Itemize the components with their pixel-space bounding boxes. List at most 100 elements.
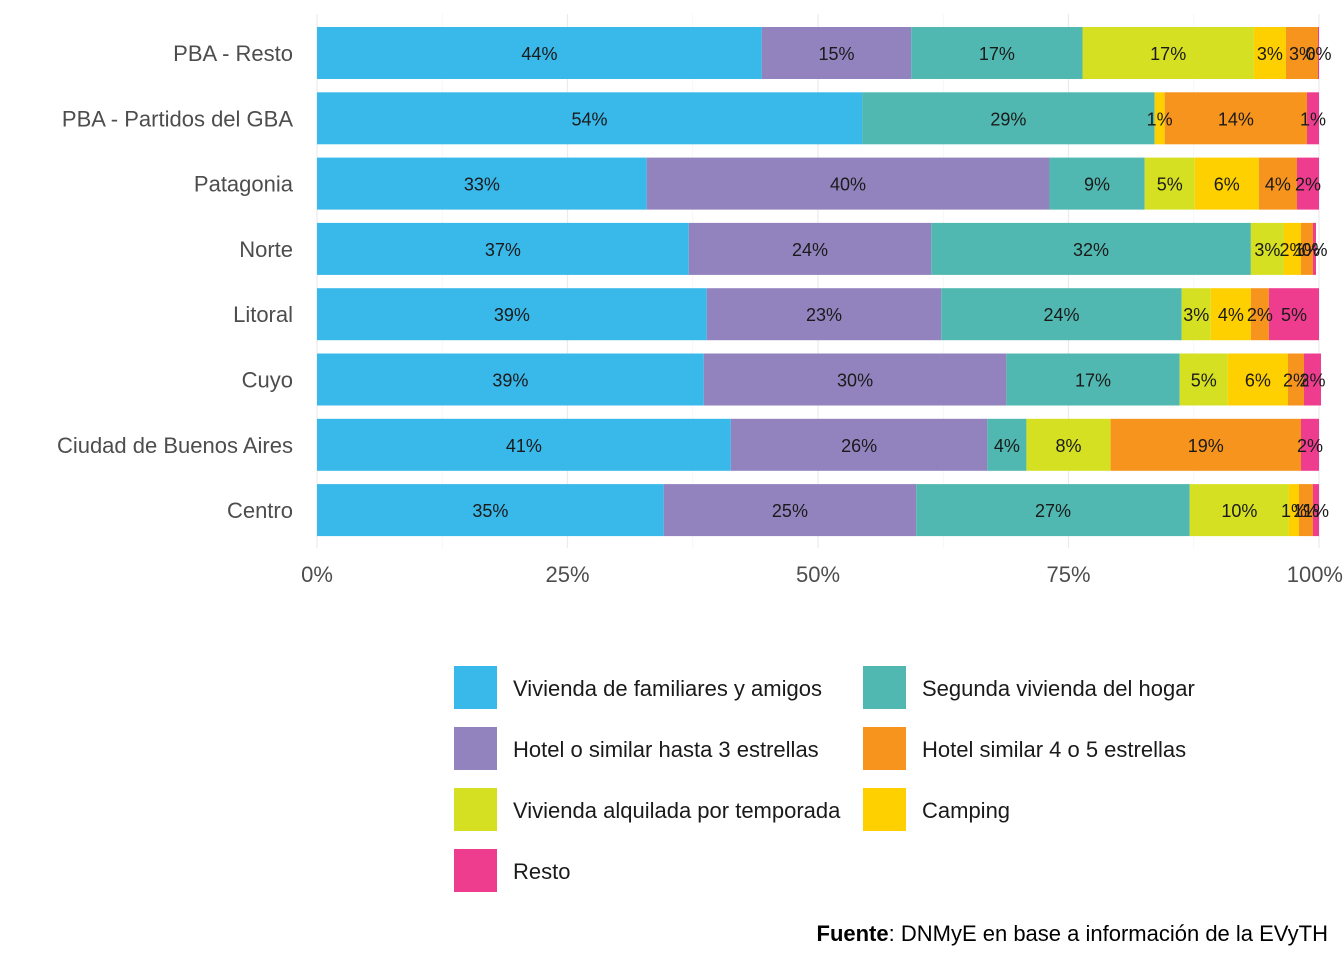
bar-vivienda-de-familiares-y-amigos-norte: [317, 222, 689, 275]
x-tick-label: 75%: [1046, 562, 1090, 587]
legend-label-camping: Camping: [922, 798, 1010, 823]
bar-camping-pba-partidos-del-gba: [1154, 92, 1165, 145]
x-tick-label: 100%: [1287, 562, 1343, 587]
value-label: 6%: [1245, 371, 1271, 391]
bar-vivienda-de-familiares-y-amigos-ciudad-de-buenos-aires: [317, 418, 731, 471]
legend-label-resto: Resto: [513, 859, 570, 884]
bar-resto-patagonia: [1296, 157, 1319, 210]
bar-resto-ciudad-de-buenos-aires: [1300, 418, 1319, 471]
value-label: 9%: [1084, 175, 1110, 195]
bar-hotel-similar-4-o-5-estrellas-patagonia: [1258, 157, 1297, 210]
x-axis-tick-labels: 0% 25% 50% 75% 100%: [301, 562, 1343, 587]
value-label: 30%: [837, 371, 873, 391]
value-label: 2%: [1297, 436, 1323, 456]
legend-swatch-segunda-vivienda-del-hogar: [863, 666, 906, 709]
bar-hotel-o-similar-hasta-3-estrellas-centro: [663, 484, 917, 537]
bar-segunda-vivienda-del-hogar-patagonia: [1049, 157, 1145, 210]
value-label: 5%: [1157, 175, 1183, 195]
value-label: 33%: [464, 175, 500, 195]
source-text: : DNMyE en base a información de la EVyT…: [889, 921, 1328, 946]
value-label: 27%: [1035, 501, 1071, 521]
category-label-patagonia: Patagonia: [194, 172, 294, 197]
bar-segunda-vivienda-del-hogar-centro: [916, 484, 1190, 537]
legend-swatch-hotel-similar-4-o-5-estrellas: [863, 727, 906, 770]
value-label: 39%: [492, 371, 528, 391]
legend-label-hotel-o-similar-hasta-3-estrellas: Hotel o similar hasta 3 estrellas: [513, 737, 819, 762]
bar-vivienda-alquilada-por-temporada-ciudad-de-buenos-aires: [1026, 418, 1111, 471]
bar-vivienda-alquilada-por-temporada-centro: [1189, 484, 1289, 537]
bar-camping-pba-resto: [1253, 27, 1286, 79]
legend-label-vivienda-de-familiares-y-amigos: Vivienda de familiares y amigos: [513, 676, 822, 701]
bar-vivienda-de-familiares-y-amigos-patagonia: [317, 157, 647, 210]
bar-resto-cuyo: [1303, 353, 1322, 406]
bar-resto-norte: [1312, 222, 1316, 275]
bar-resto-pba-resto: [1317, 27, 1319, 79]
value-label: 3%: [1183, 305, 1209, 325]
bar-vivienda-de-familiares-y-amigos-litoral: [317, 288, 707, 341]
value-label: 2%: [1299, 371, 1325, 391]
value-label: 44%: [521, 44, 557, 64]
value-label: 19%: [1188, 436, 1224, 456]
value-label: 17%: [1075, 371, 1111, 391]
category-label-cuyo: Cuyo: [242, 368, 293, 393]
bar-hotel-o-similar-hasta-3-estrellas-ciudad-de-buenos-aires: [730, 418, 988, 471]
value-label: 24%: [792, 240, 828, 260]
bar-resto-centro: [1312, 484, 1319, 537]
bar-vivienda-alquilada-por-temporada-litoral: [1181, 288, 1211, 341]
bar-hotel-o-similar-hasta-3-estrellas-litoral: [706, 288, 942, 341]
bar-resto-litoral: [1268, 288, 1319, 341]
legend-label-hotel-similar-4-o-5-estrellas: Hotel similar 4 o 5 estrellas: [922, 737, 1186, 762]
value-label: 40%: [830, 175, 866, 195]
value-label: 2%: [1295, 175, 1321, 195]
bar-hotel-similar-4-o-5-estrellas-ciudad-de-buenos-aires: [1110, 418, 1301, 471]
value-label: 35%: [472, 501, 508, 521]
bar-vivienda-de-familiares-y-amigos-centro: [317, 484, 664, 537]
value-label: 1%: [1293, 501, 1319, 521]
value-label: 2%: [1279, 240, 1305, 260]
bar-vivienda-de-familiares-y-amigos-cuyo: [317, 353, 704, 406]
legend-swatch-camping: [863, 788, 906, 831]
bar-segunda-vivienda-del-hogar-litoral: [941, 288, 1182, 341]
bar-vivienda-alquilada-por-temporada-norte: [1250, 222, 1284, 275]
x-tick-label: 50%: [796, 562, 840, 587]
bar-camping-litoral: [1210, 288, 1251, 341]
value-label: 37%: [485, 240, 521, 260]
value-label: 4%: [1218, 305, 1244, 325]
value-label: 41%: [506, 436, 542, 456]
value-label: 10%: [1221, 501, 1257, 521]
value-label: 23%: [806, 305, 842, 325]
legend-swatch-vivienda-alquilada-por-temporada: [454, 788, 497, 831]
category-label-norte: Norte: [239, 237, 293, 262]
legend-swatch-vivienda-de-familiares-y-amigos: [454, 666, 497, 709]
bar-hotel-similar-4-o-5-estrellas-pba-resto: [1285, 27, 1318, 79]
category-label-litoral: Litoral: [233, 302, 293, 327]
bar-vivienda-alquilada-por-temporada-pba-resto: [1082, 27, 1254, 79]
value-labels: 44% 15% 17% 17% 3% 3%0%54% 29% 1% 14% 1%33% 40% 9% 5…: [464, 44, 1332, 521]
value-label: 25%: [772, 501, 808, 521]
value-label: 4%: [994, 436, 1020, 456]
category-label-centro: Centro: [227, 498, 293, 523]
bar-segunda-vivienda-del-hogar-pba-resto: [911, 27, 1083, 79]
value-label: 39%: [494, 305, 530, 325]
value-label: 0%: [1301, 240, 1327, 260]
value-label: 32%: [1073, 240, 1109, 260]
value-label: 15%: [819, 44, 855, 64]
value-label: 2%: [1247, 305, 1273, 325]
value-label: 1%: [1294, 240, 1320, 260]
bar-camping-patagonia: [1194, 157, 1259, 210]
value-label: 17%: [1150, 44, 1186, 64]
value-label: 54%: [572, 109, 608, 129]
source-note: Fuente: DNMyE en base a información de l…: [817, 921, 1329, 946]
value-label: 5%: [1281, 305, 1307, 325]
bar-vivienda-de-familiares-y-amigos-pba-resto: [317, 27, 762, 79]
value-label: 1%: [1147, 109, 1173, 129]
bar-hotel-o-similar-hasta-3-estrellas-cuyo: [703, 353, 1007, 406]
value-label: 26%: [841, 436, 877, 456]
value-label: 8%: [1055, 436, 1081, 456]
bar-vivienda-alquilada-por-temporada-cuyo: [1179, 353, 1228, 406]
bar-hotel-similar-4-o-5-estrellas-centro: [1298, 484, 1313, 537]
source-bold: Fuente: [817, 921, 889, 946]
x-tick-label: 0%: [301, 562, 333, 587]
bar-hotel-similar-4-o-5-estrellas-cuyo: [1287, 353, 1304, 406]
